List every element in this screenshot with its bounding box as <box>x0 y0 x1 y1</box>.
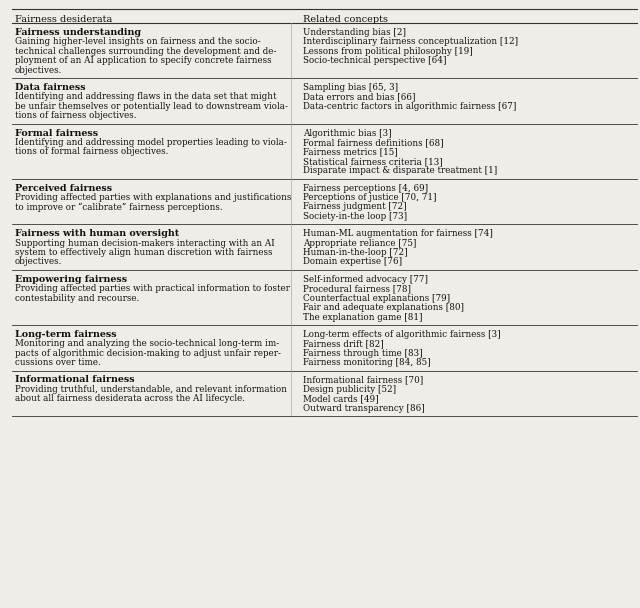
Text: Data-centric factors in algorithmic fairness [67]: Data-centric factors in algorithmic fair… <box>303 102 516 111</box>
Text: Lessons from political philosophy [19]: Lessons from political philosophy [19] <box>303 47 472 56</box>
Text: Model cards [49]: Model cards [49] <box>303 395 378 403</box>
Text: Outward transparency [86]: Outward transparency [86] <box>303 404 424 413</box>
Text: Identifying and addressing model properties leading to viola-: Identifying and addressing model propert… <box>15 138 287 147</box>
Text: Domain expertise [76]: Domain expertise [76] <box>303 258 402 266</box>
Text: Perceptions of justice [70, 71]: Perceptions of justice [70, 71] <box>303 193 436 202</box>
Text: Providing affected parties with explanations and justifications: Providing affected parties with explanat… <box>15 193 291 202</box>
Text: Identifying and addressing flaws in the data set that might: Identifying and addressing flaws in the … <box>15 92 276 102</box>
Text: objectives.: objectives. <box>15 258 62 266</box>
Text: Procedural fairness [78]: Procedural fairness [78] <box>303 284 411 293</box>
Text: Design publicity [52]: Design publicity [52] <box>303 385 396 394</box>
Text: Society-in-the loop [73]: Society-in-the loop [73] <box>303 212 407 221</box>
Text: Monitoring and analyzing the socio-technical long-term im-: Monitoring and analyzing the socio-techn… <box>15 339 279 348</box>
Text: Fair and adequate explanations [80]: Fair and adequate explanations [80] <box>303 303 464 312</box>
Text: objectives.: objectives. <box>15 66 62 75</box>
Text: Formal fairness definitions [68]: Formal fairness definitions [68] <box>303 138 444 147</box>
Text: The explanation game [81]: The explanation game [81] <box>303 313 422 322</box>
Text: about all fairness desiderata across the AI lifecycle.: about all fairness desiderata across the… <box>15 395 244 403</box>
Text: Fairness with human oversight: Fairness with human oversight <box>15 229 179 238</box>
Text: Fairness desiderata: Fairness desiderata <box>15 15 112 24</box>
Text: Statistical fairness criteria [13]: Statistical fairness criteria [13] <box>303 157 442 166</box>
Text: Fairness through time [83]: Fairness through time [83] <box>303 349 422 358</box>
Text: Informational fairness [70]: Informational fairness [70] <box>303 375 423 384</box>
Text: Providing truthful, understandable, and relevant information: Providing truthful, understandable, and … <box>15 385 287 394</box>
Text: Interdisciplinary fairness conceptualization [12]: Interdisciplinary fairness conceptualiza… <box>303 38 518 46</box>
Text: tions of fairness objectives.: tions of fairness objectives. <box>15 111 136 120</box>
Text: technical challenges surrounding the development and de-: technical challenges surrounding the dev… <box>15 47 276 56</box>
Text: Formal fairness: Formal fairness <box>15 129 98 137</box>
Text: Disparate impact & disparate treatment [1]: Disparate impact & disparate treatment [… <box>303 166 497 175</box>
Text: Perceived fairness: Perceived fairness <box>15 184 112 193</box>
Text: Sampling bias [65, 3]: Sampling bias [65, 3] <box>303 83 398 92</box>
Text: Data fairness: Data fairness <box>15 83 85 92</box>
Text: Human-ML augmentation for fairness [74]: Human-ML augmentation for fairness [74] <box>303 229 493 238</box>
Text: Fairness understanding: Fairness understanding <box>15 28 141 37</box>
Text: Supporting human decision-makers interacting with an AI: Supporting human decision-makers interac… <box>15 238 275 247</box>
Text: Gaining higher-level insights on fairness and the socio-: Gaining higher-level insights on fairnes… <box>15 38 260 46</box>
Text: Fairness judgment [72]: Fairness judgment [72] <box>303 202 406 212</box>
Text: to improve or “calibrate” fairness perceptions.: to improve or “calibrate” fairness perce… <box>15 202 222 212</box>
Text: Appropriate reliance [75]: Appropriate reliance [75] <box>303 238 416 247</box>
Text: contestability and recourse.: contestability and recourse. <box>15 294 139 303</box>
Text: Fairness metrics [15]: Fairness metrics [15] <box>303 147 397 156</box>
Text: Long-term effects of algorithmic fairness [3]: Long-term effects of algorithmic fairnes… <box>303 330 500 339</box>
Text: Fairness perceptions [4, 69]: Fairness perceptions [4, 69] <box>303 184 428 193</box>
Text: Understanding bias [2]: Understanding bias [2] <box>303 28 406 37</box>
Text: Data errors and bias [66]: Data errors and bias [66] <box>303 92 415 102</box>
Text: cussions over time.: cussions over time. <box>15 358 100 367</box>
Text: Self-informed advocacy [77]: Self-informed advocacy [77] <box>303 275 428 284</box>
Text: Algorithmic bias [3]: Algorithmic bias [3] <box>303 129 391 137</box>
Text: Providing affected parties with practical information to foster: Providing affected parties with practica… <box>15 284 289 293</box>
Text: be unfair themselves or potentially lead to downstream viola-: be unfair themselves or potentially lead… <box>15 102 288 111</box>
Text: system to effectively align human discretion with fairness: system to effectively align human discre… <box>15 248 272 257</box>
Text: Fairness drift [82]: Fairness drift [82] <box>303 339 383 348</box>
Text: Informational fairness: Informational fairness <box>15 375 134 384</box>
Text: Socio-technical perspective [64]: Socio-technical perspective [64] <box>303 56 446 65</box>
Text: Empowering fairness: Empowering fairness <box>15 275 127 284</box>
Text: Human-in-the-loop [72]: Human-in-the-loop [72] <box>303 248 407 257</box>
Text: Long-term fairness: Long-term fairness <box>15 330 116 339</box>
Text: ployment of an AI application to specify concrete fairness: ployment of an AI application to specify… <box>15 56 271 65</box>
Text: Related concepts: Related concepts <box>303 15 388 24</box>
Text: pacts of algorithmic decision-making to adjust unfair reper-: pacts of algorithmic decision-making to … <box>15 349 281 358</box>
Text: tions of formal fairness objectives.: tions of formal fairness objectives. <box>15 147 168 156</box>
Text: Counterfactual explanations [79]: Counterfactual explanations [79] <box>303 294 450 303</box>
Text: Fairness monitoring [84, 85]: Fairness monitoring [84, 85] <box>303 358 430 367</box>
